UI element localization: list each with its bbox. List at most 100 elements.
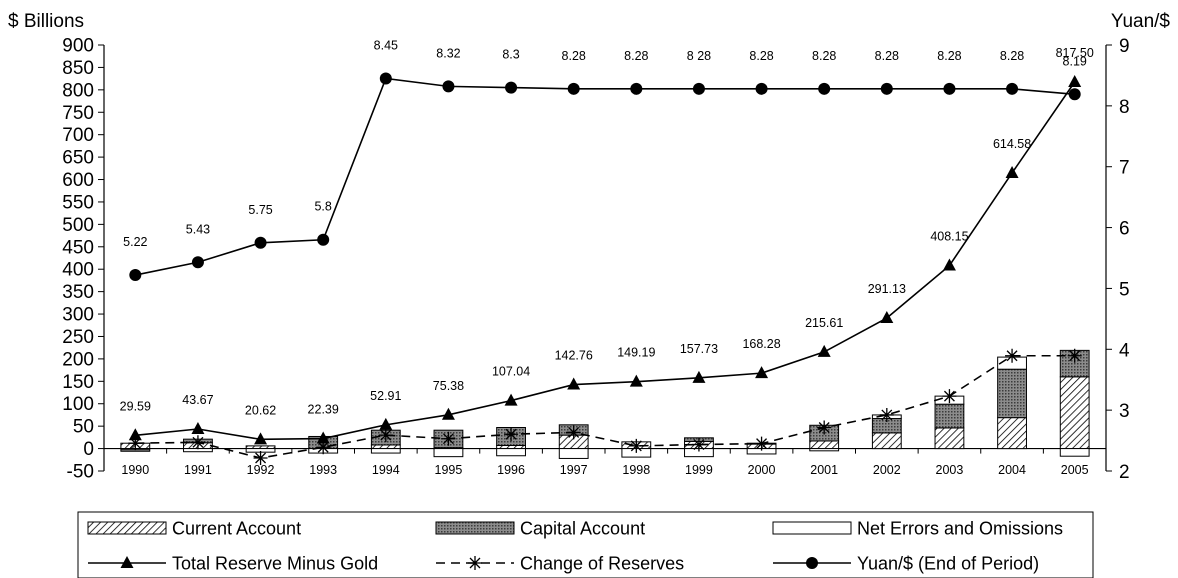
marker-circle [755,82,768,95]
axes: $ Billions Yuan/$-50050100150200250300350… [8,11,1170,483]
x-tick-label: 1997 [560,463,588,477]
legend-swatch [87,521,167,535]
left-tick-label: 750 [62,103,94,124]
marker-circle [630,82,643,95]
marker-circle [692,82,705,95]
data-label: 8 28 [687,49,711,63]
data-label: 8.28 [1000,49,1024,63]
data-label: 5.22 [123,235,147,249]
data-label: 75.38 [433,379,464,393]
left-tick-label: 400 [62,260,94,281]
data-label: 8.45 [374,38,398,52]
left-tick-label: 600 [62,170,94,191]
data-label: 168.28 [742,337,780,351]
series-lines [128,72,1082,465]
marker-asterisk [1067,348,1082,363]
marker-triangle [629,374,643,387]
legend: Current Account Capital Account Net Errors… [77,511,1094,578]
x-tick-label: 1998 [622,463,650,477]
marker-asterisk [817,420,832,435]
data-label: 142.76 [555,349,593,363]
data-labels: 29.59 43.67 20.62 22.39 52.91 75.38 107.04 142.… [120,38,1094,417]
legend-label: Total Reserve Minus Gold [172,554,378,574]
data-label: 8.28 [749,49,773,63]
bar-net-errors-and-omissions [433,448,464,458]
marker-asterisk [190,435,205,450]
marker-asterisk [879,407,894,422]
left-tick-label: 550 [62,192,94,213]
legend-label: Change of Reserves [520,554,684,574]
stacked-bars [120,349,1090,459]
left-tick-label: 900 [62,36,94,57]
legend-swatch [772,521,852,535]
data-label: 215.61 [805,316,843,330]
marker-circle [254,236,267,249]
marker-triangle [942,258,956,271]
bar-net-errors-and-omissions [1059,448,1090,457]
line-change-of-reserves [135,354,1075,459]
x-tick-label: 1993 [309,463,337,477]
bar-net-errors-and-omissions [496,448,526,457]
bar-capital-account [997,368,1027,419]
marker-asterisk [253,450,268,465]
marker-circle [1068,88,1081,101]
legend-label: Capital Account [520,519,645,539]
data-label: 8.32 [436,46,460,60]
bar-current-account [809,440,840,450]
marker-asterisk [378,428,393,443]
left-tick-label: 150 [62,372,94,393]
marker-circle [1006,82,1019,95]
marker-circle [317,233,330,246]
marker-circle [567,82,580,95]
marker-triangle [817,344,831,357]
bar-current-account [934,427,965,450]
marker-triangle [316,431,330,444]
x-tick-label: 2001 [810,463,838,477]
marker-asterisk [1005,348,1020,363]
left-tick-label: 650 [62,148,94,169]
left-tick-label: 350 [62,282,94,303]
x-tick-label: 2000 [748,463,776,477]
marker-asterisk [942,389,957,404]
x-tick-label: 2002 [873,463,901,477]
marker-triangle [254,432,268,445]
data-label: 8.3 [502,48,519,62]
data-label: 29.59 [120,399,151,413]
left-tick-label: 100 [62,394,94,415]
marker-asterisk [128,436,143,451]
right-tick-label: 6 [1119,219,1130,240]
left-tick-label: 850 [62,58,94,79]
marker-triangle [379,417,393,430]
right-axis-title: Yuan/$ [1111,11,1171,32]
x-tick-label: 1996 [497,463,525,477]
bar-net-errors-and-omissions [370,448,401,454]
marker-circle [880,82,893,95]
marker-circle [505,81,518,94]
data-label: 408.15 [930,230,968,244]
data-label: 614.58 [993,137,1031,151]
marker-asterisk [441,431,456,446]
data-label: 20.62 [245,403,276,417]
data-label: 8.28 [624,49,648,63]
data-label: 157.73 [680,342,718,356]
marker-triangle [880,311,894,324]
data-label: 8.28 [875,49,899,63]
right-tick-label: 7 [1119,158,1130,179]
left-tick-label: 700 [62,125,94,146]
right-tick-label: 8 [1119,97,1130,118]
marker-triangle [191,421,205,434]
marker-asterisk [316,440,331,455]
marker-asterisk [566,425,581,440]
right-tick-label: 3 [1119,401,1130,422]
right-tick-label: 5 [1119,279,1130,300]
x-tick-label: 2004 [998,463,1026,477]
left-tick-label: 200 [62,349,94,370]
legend-label: Yuan/$ (End of Period) [857,554,1039,574]
line-yuan-end-of-period [135,77,1075,276]
data-label: 8.19 [1063,54,1087,68]
data-label: 8.28 [562,49,586,63]
data-label: 8.28 [937,49,961,63]
x-tick-label: 1995 [435,463,463,477]
legend-swatch [435,521,515,535]
left-tick-label: 800 [62,80,94,101]
